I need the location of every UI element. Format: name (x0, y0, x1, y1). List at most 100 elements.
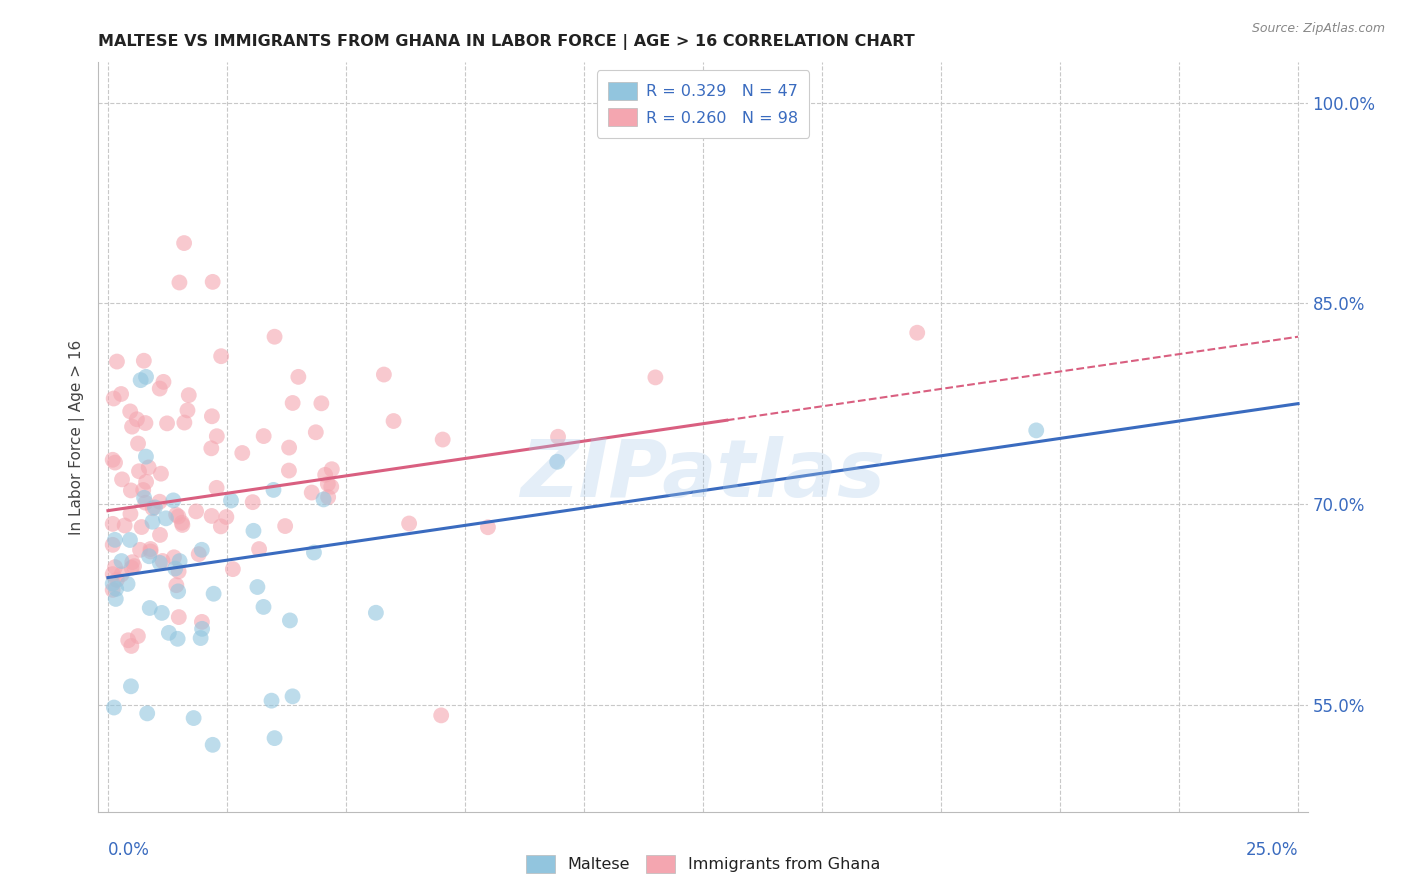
Point (149, 382, 172, 396)
Point (184, 504, 207, 518)
Point (201, 508, 224, 523)
Point (201, 275, 224, 289)
Point (149, 528, 172, 542)
Point (260, 693, 283, 707)
Point (139, 544, 162, 558)
Point (141, 515, 163, 529)
Point (277, 464, 299, 478)
Point (190, 631, 212, 645)
Point (155, 511, 177, 525)
Point (120, 404, 142, 418)
Text: 25.0%: 25.0% (1246, 841, 1298, 859)
Point (136, 706, 159, 721)
Point (135, 475, 157, 489)
Point (157, 625, 180, 640)
Point (101, 567, 124, 582)
Point (177, 388, 200, 402)
Point (128, 464, 150, 478)
Point (287, 369, 309, 384)
Point (644, 370, 666, 384)
Point (173, 416, 195, 430)
Point (316, 476, 339, 491)
Point (104, 591, 127, 606)
Point (139, 541, 162, 556)
Point (132, 491, 155, 505)
Point (477, 520, 499, 534)
Point (135, 450, 157, 464)
Point (120, 483, 142, 498)
Point (263, 330, 285, 344)
Point (200, 442, 222, 456)
Point (152, 375, 174, 389)
Point (105, 354, 128, 368)
Point (143, 500, 166, 515)
Point (231, 446, 253, 460)
Point (176, 403, 198, 417)
Point (263, 731, 285, 746)
Point (316, 490, 339, 504)
Text: ZIPatlas: ZIPatlas (520, 435, 886, 514)
Point (191, 542, 214, 557)
Point (104, 533, 127, 547)
Point (120, 679, 142, 693)
Point (398, 516, 420, 531)
Point (121, 561, 143, 575)
Point (205, 429, 228, 443)
Point (905, 326, 928, 340)
Point (149, 494, 172, 508)
Point (117, 577, 139, 591)
Point (183, 711, 205, 725)
Point (105, 582, 128, 596)
Point (103, 392, 125, 406)
Point (101, 452, 124, 467)
Point (246, 580, 269, 594)
Point (165, 578, 187, 592)
Point (118, 533, 141, 547)
Point (321, 480, 343, 494)
Legend: Maltese, Immigrants from Ghana: Maltese, Immigrants from Ghana (520, 848, 886, 880)
Point (132, 353, 155, 368)
Point (1025, 424, 1047, 438)
Point (247, 542, 270, 557)
Point (167, 610, 190, 624)
Point (187, 547, 209, 561)
Point (201, 409, 224, 424)
Point (156, 417, 179, 431)
Point (201, 738, 224, 752)
Point (117, 633, 139, 648)
Point (382, 414, 405, 428)
Point (242, 524, 264, 538)
Point (138, 460, 160, 475)
Point (163, 550, 186, 565)
Point (281, 396, 304, 410)
Point (132, 483, 155, 497)
Point (134, 496, 156, 510)
Text: MALTESE VS IMMIGRANTS FROM GHANA IN LABOR FORCE | AGE > 16 CORRELATION CHART: MALTESE VS IMMIGRANTS FROM GHANA IN LABO… (98, 34, 915, 50)
Point (432, 433, 454, 447)
Point (191, 615, 214, 629)
Point (209, 519, 232, 533)
Point (364, 606, 387, 620)
Point (121, 419, 143, 434)
Point (103, 700, 125, 714)
Point (274, 519, 297, 533)
Point (111, 567, 134, 582)
Point (202, 587, 225, 601)
Point (110, 387, 132, 401)
Point (149, 467, 172, 481)
Point (373, 368, 395, 382)
Point (142, 501, 165, 516)
Point (252, 599, 274, 614)
Point (169, 554, 191, 568)
Point (547, 430, 569, 444)
Point (305, 425, 328, 440)
Point (312, 492, 335, 507)
Point (173, 236, 195, 251)
Point (170, 516, 193, 530)
Point (219, 493, 242, 508)
Point (215, 510, 238, 524)
Point (101, 538, 124, 552)
Point (278, 441, 301, 455)
Point (129, 373, 152, 387)
Point (430, 708, 453, 723)
